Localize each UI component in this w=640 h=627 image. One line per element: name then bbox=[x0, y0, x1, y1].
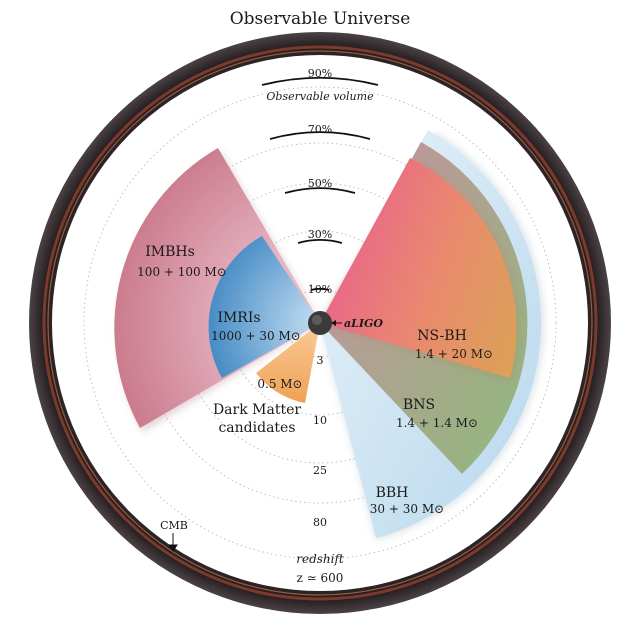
volume-label-30: 30% bbox=[308, 228, 332, 241]
bbh-name: BBH bbox=[376, 485, 409, 501]
bns-name: BNS bbox=[403, 397, 435, 413]
volume-arcs bbox=[261, 76, 379, 291]
dark-matter-wedge bbox=[256, 323, 320, 403]
diagram-title: Observable Universe bbox=[230, 9, 411, 29]
arc-30 bbox=[297, 239, 343, 244]
dark-matter-mass: 0.5 M⊙ bbox=[257, 377, 302, 391]
volume-label-50: 50% bbox=[308, 177, 332, 190]
volume-label-10: 10% bbox=[308, 283, 332, 296]
volume-label-90: 90% bbox=[308, 67, 332, 80]
bns-mass: 1.4 + 1.4 M⊙ bbox=[396, 416, 478, 430]
dark-matter-name-2: candidates bbox=[218, 420, 295, 436]
nsbh-mass: 1.4 + 20 M⊙ bbox=[415, 347, 493, 361]
nsbh-wedge bbox=[320, 158, 517, 378]
arc-90 bbox=[261, 76, 379, 86]
redshift-labels: 3 10 25 80 redshift z ≃ 600 CMB bbox=[160, 354, 344, 585]
z-label-3: 3 bbox=[317, 354, 324, 367]
detector-label: aLIGO bbox=[344, 317, 383, 330]
imri-mass: 1000 + 30 M⊙ bbox=[211, 329, 301, 343]
nsbh-name: NS-BH bbox=[417, 328, 467, 344]
arc-70 bbox=[269, 131, 371, 140]
z-label-10: 10 bbox=[313, 414, 327, 427]
imbh-mass: 100 + 100 M⊙ bbox=[137, 265, 227, 279]
arc-10 bbox=[310, 287, 330, 291]
cmb-arrow bbox=[168, 533, 178, 552]
redshift-caption: redshift bbox=[296, 552, 344, 566]
z-label-25: 25 bbox=[313, 464, 327, 477]
arc-50 bbox=[284, 187, 356, 194]
volume-labels: 10% 30% 50% 70% 90% Observable volume bbox=[266, 67, 374, 296]
volume-label-70: 70% bbox=[308, 123, 332, 136]
cmb-label: CMB bbox=[160, 519, 188, 532]
imri-wedge bbox=[208, 236, 320, 378]
detector-marker bbox=[308, 311, 342, 335]
imbh-name: IMBHs bbox=[145, 244, 195, 260]
source-labels: IMBHs 100 + 100 M⊙ IMRIs 1000 + 30 M⊙ 0.… bbox=[137, 244, 493, 516]
imri-name: IMRIs bbox=[217, 310, 260, 326]
source-wedges bbox=[114, 130, 544, 540]
bbh-mass: 30 + 30 M⊙ bbox=[370, 502, 444, 516]
dark-matter-name: Dark Matter bbox=[213, 402, 301, 418]
volume-caption: Observable volume bbox=[266, 90, 374, 103]
z-label-80: 80 bbox=[313, 516, 327, 529]
cmb-redshift-value: z ≃ 600 bbox=[297, 571, 344, 585]
